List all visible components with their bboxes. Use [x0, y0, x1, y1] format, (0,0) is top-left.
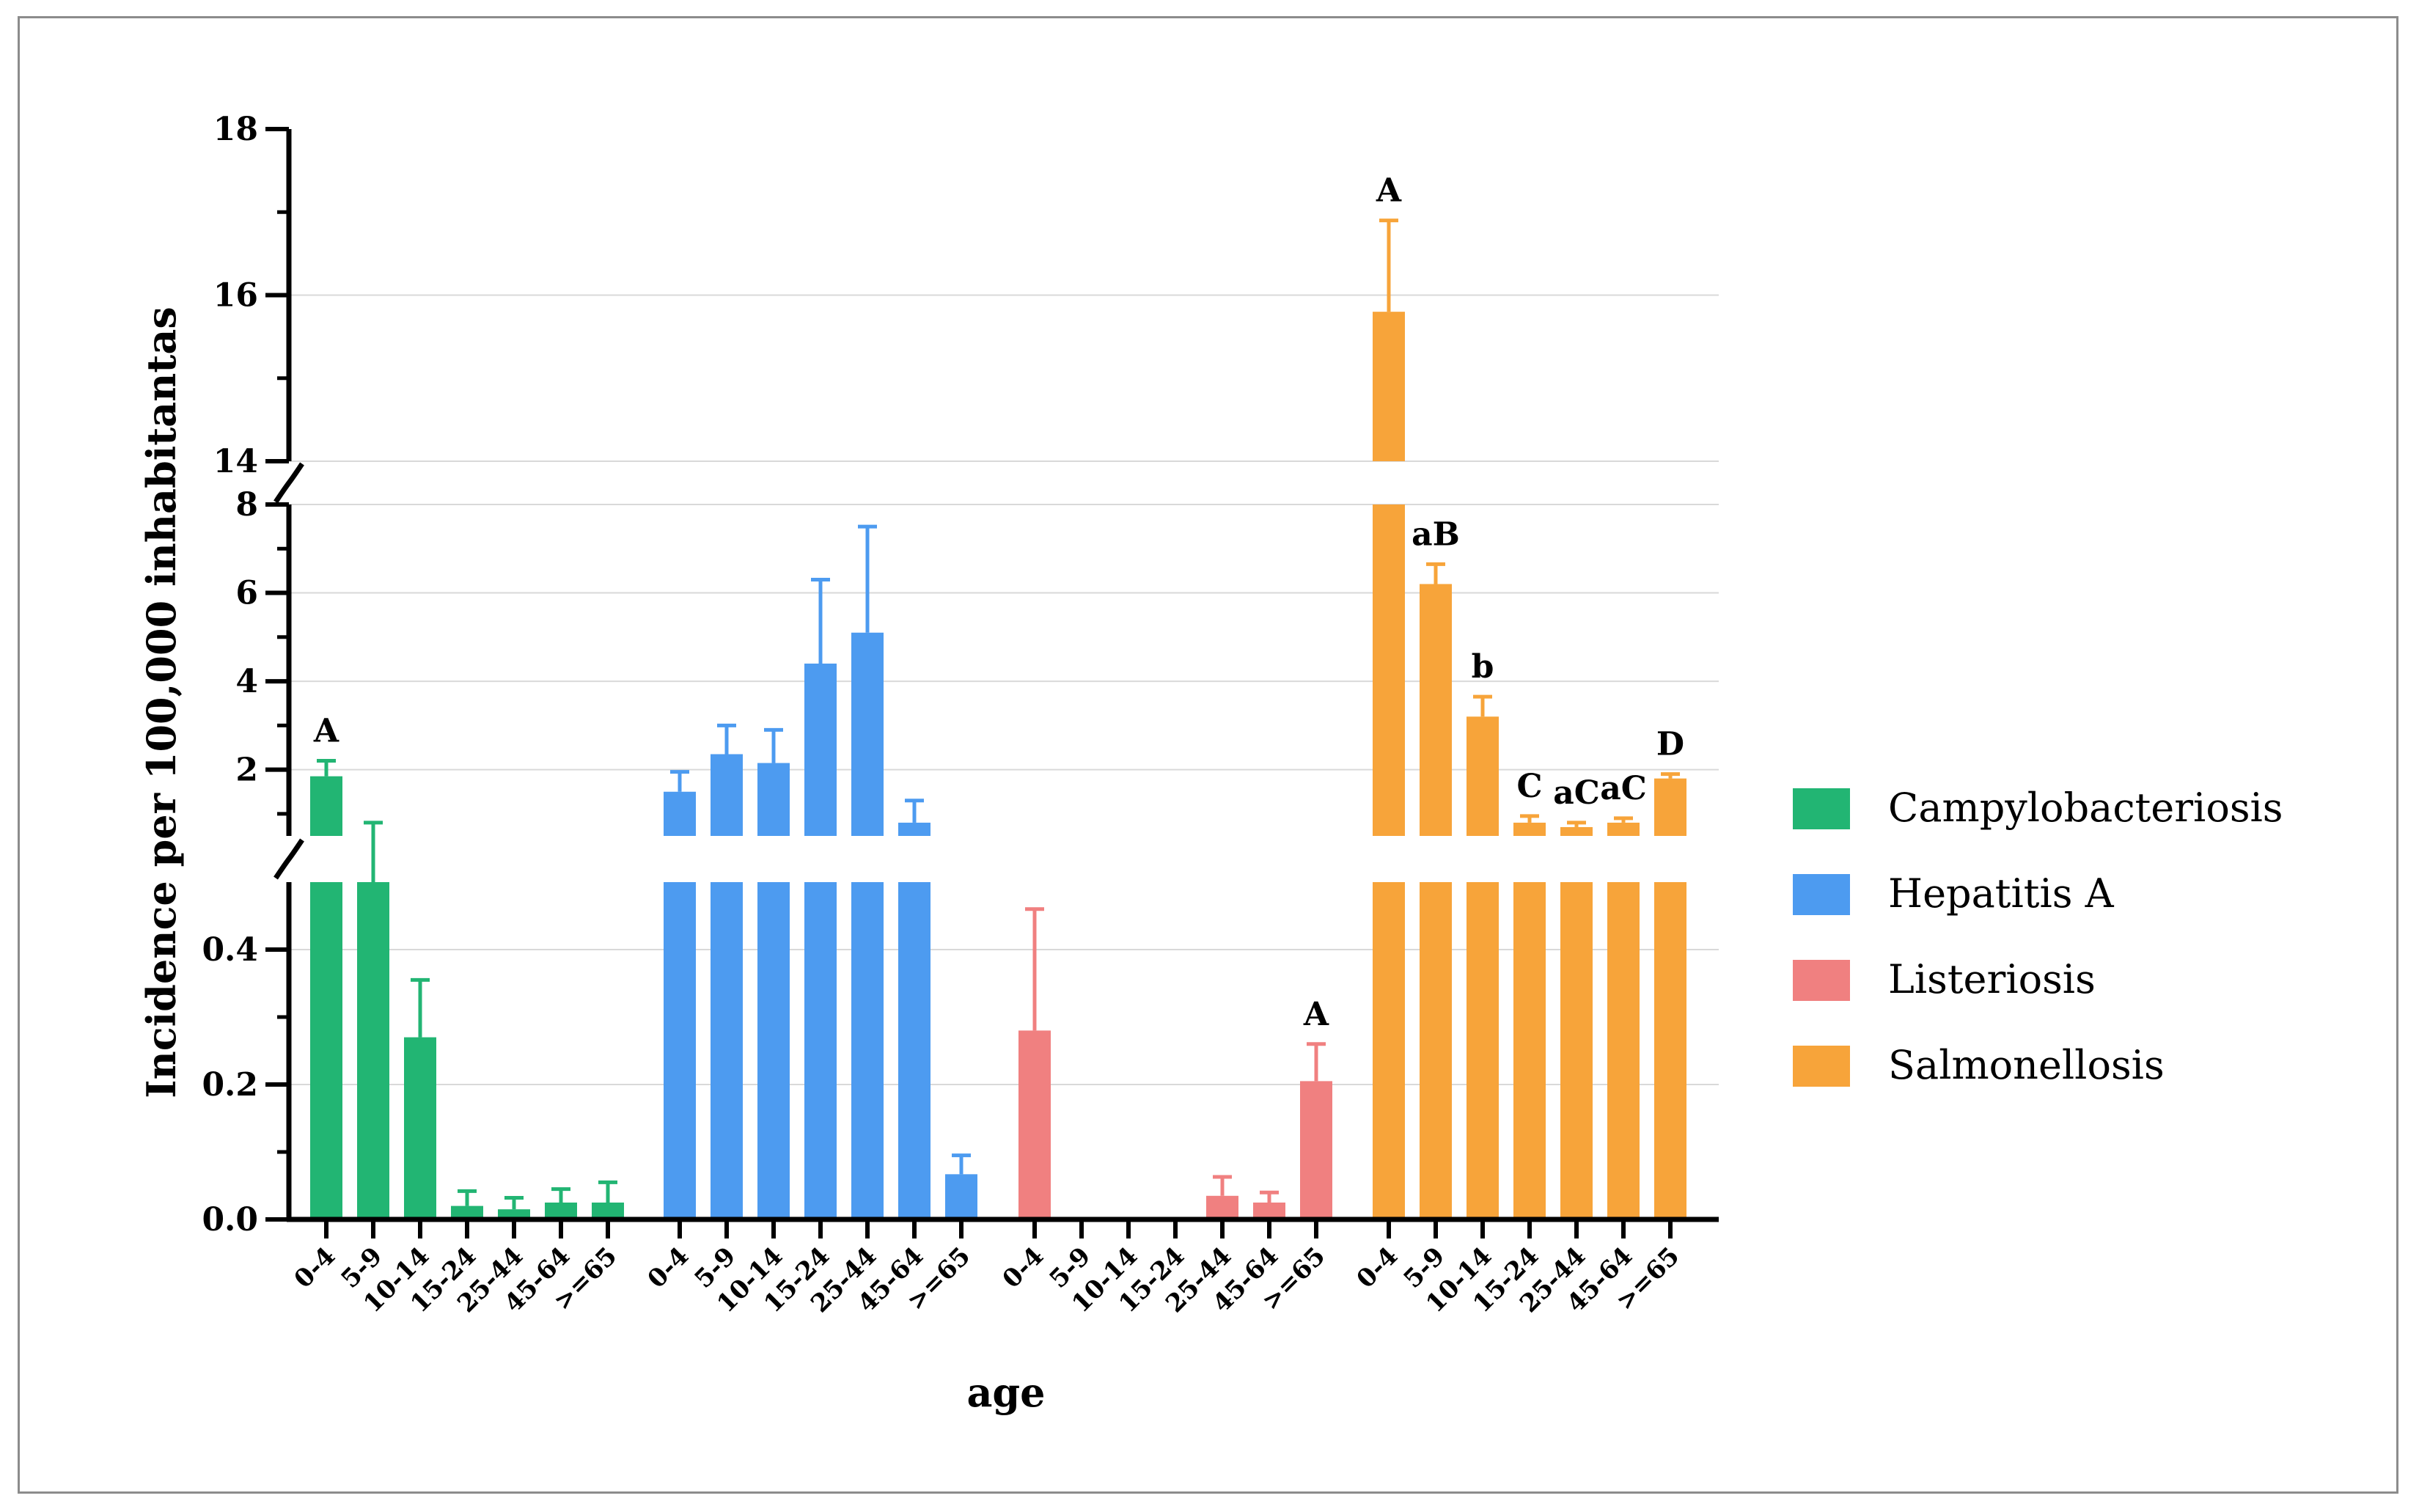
axis-break-mark — [274, 838, 304, 880]
bar — [851, 632, 884, 836]
bar — [757, 763, 790, 836]
legend: Campylobacteriosis Hepatitis A Listeriosis… — [1793, 785, 2283, 1088]
bar — [664, 791, 696, 836]
y-tick-label: 14 — [213, 443, 258, 480]
figure-frame: 0.0 0.2 0.4 2 4 6 8 14 16 18 0-4 A 5-9 10-14 15-24 25-4… — [18, 16, 2398, 1494]
y-tick-label: 0.0 — [202, 1201, 258, 1238]
bar — [1373, 312, 1405, 461]
y-tick-label: 0.2 — [202, 1066, 258, 1104]
bar — [1467, 716, 1499, 836]
bar — [804, 663, 837, 836]
bar — [1513, 822, 1546, 836]
bar — [898, 882, 930, 1219]
significance-label: A — [1303, 996, 1329, 1033]
significance-label: C — [1516, 768, 1542, 805]
bar — [1560, 882, 1593, 1219]
bar — [664, 882, 696, 1219]
significance-label: A — [1376, 172, 1402, 210]
legend-label: Salmonellosis — [1888, 1042, 2165, 1088]
significance-label: aC — [1600, 770, 1647, 807]
bar — [1420, 584, 1452, 836]
legend-label: Hepatitis A — [1888, 870, 2115, 917]
bar — [357, 882, 389, 1219]
y-axis-title: Incidence per 100,000 inhabitantas — [138, 307, 185, 1098]
x-axis-title: age — [966, 1369, 1045, 1416]
bar — [1654, 882, 1686, 1219]
bar — [404, 1037, 436, 1219]
bar — [451, 1205, 483, 1219]
y-tick-label: 8 — [235, 486, 258, 524]
y-tick-label: 18 — [213, 111, 258, 148]
bar — [804, 882, 837, 1219]
x-category-label: 0-4 — [642, 1241, 695, 1294]
bar — [945, 1174, 977, 1219]
significance-label: D — [1656, 726, 1684, 763]
bar — [1467, 882, 1499, 1219]
bar — [310, 776, 342, 836]
legend-label: Listeriosis — [1888, 956, 2096, 1002]
y-tick-label: 4 — [235, 663, 258, 700]
y-tick-label: 2 — [235, 752, 258, 789]
bar — [711, 754, 743, 836]
bar — [1018, 1030, 1051, 1219]
axes — [265, 127, 1719, 1238]
bar — [1607, 822, 1640, 836]
x-category-label: 0-4 — [1351, 1241, 1404, 1294]
significance-label: b — [1472, 648, 1494, 686]
x-category-label: 0-4 — [289, 1241, 342, 1294]
legend-label: Campylobacteriosis — [1888, 785, 2283, 831]
y-tick-label: 6 — [235, 575, 258, 612]
bar-chart: 0.00.20.424681416180-4A5-910-1415-2425-4… — [138, 111, 2283, 1416]
bars — [310, 219, 1686, 1219]
legend-swatch — [1793, 1046, 1850, 1087]
x-category-label: 0-4 — [997, 1241, 1050, 1294]
bar — [1373, 882, 1405, 1219]
significance-label: aB — [1412, 515, 1460, 553]
significance-label: aC — [1553, 774, 1600, 812]
bar — [1607, 882, 1640, 1219]
bar — [851, 882, 884, 1219]
gridlines — [289, 294, 1719, 1085]
bar — [898, 822, 930, 836]
bar — [545, 1203, 577, 1219]
bar — [757, 882, 790, 1219]
legend-swatch — [1793, 788, 1850, 829]
legend-swatch — [1793, 960, 1850, 1001]
y-tick-label: 16 — [213, 277, 258, 315]
bar — [1253, 1203, 1285, 1219]
significance-label: A — [313, 713, 339, 750]
bar — [1654, 778, 1686, 836]
legend-swatch — [1793, 874, 1850, 915]
bar — [1560, 826, 1593, 836]
bar — [711, 882, 743, 1219]
axis-break-mark — [274, 462, 304, 504]
bar — [1300, 1081, 1332, 1219]
bar — [1373, 504, 1405, 836]
bar — [1420, 882, 1452, 1219]
y-tick-label: 0.4 — [202, 931, 258, 969]
bar — [310, 882, 342, 1219]
bar — [592, 1203, 624, 1219]
bar — [1513, 882, 1546, 1219]
bar — [1206, 1195, 1238, 1219]
